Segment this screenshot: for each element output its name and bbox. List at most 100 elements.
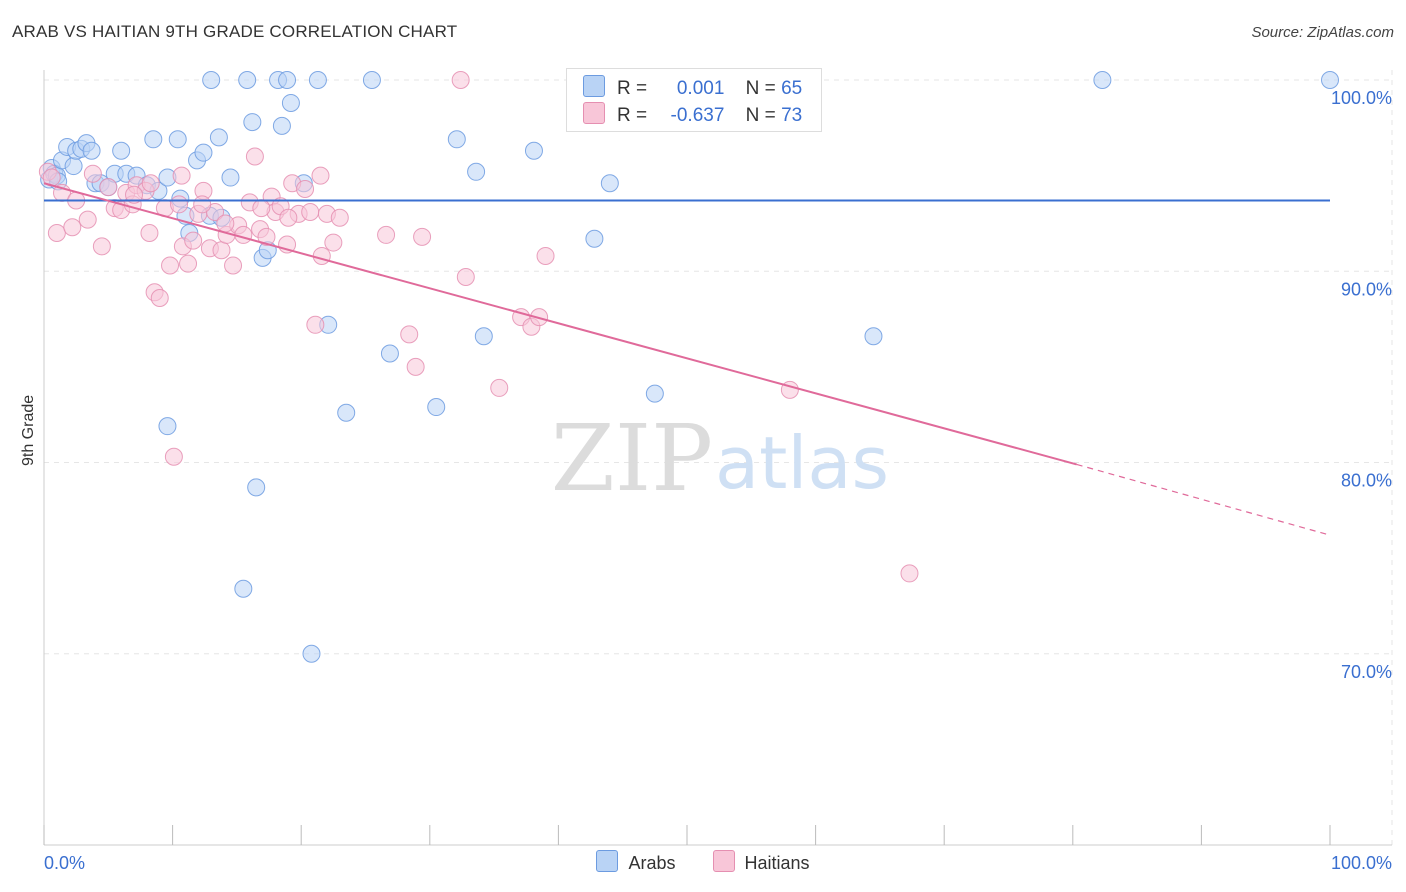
- data-point-arabs: [238, 71, 257, 89]
- data-point-arabs: [221, 168, 240, 187]
- data-point-haitians: [324, 233, 343, 252]
- gridlines: [44, 70, 1393, 845]
- data-point-arabs: [202, 71, 221, 89]
- legend-label-haitians: Haitians: [744, 853, 810, 873]
- n-label: N =: [745, 78, 776, 99]
- data-point-haitians: [296, 180, 315, 199]
- data-point-haitians: [413, 227, 432, 246]
- data-points: [38, 71, 1339, 663]
- data-point-haitians: [406, 357, 425, 376]
- data-point-haitians: [78, 210, 97, 229]
- watermark-atlas: atlas: [715, 421, 889, 505]
- data-point-arabs: [1321, 71, 1339, 89]
- r-label: R =: [617, 78, 648, 99]
- data-point-arabs: [158, 417, 177, 436]
- r-value: 0.001: [676, 78, 725, 99]
- watermark-zip: ZIP: [551, 405, 713, 512]
- data-point-haitians: [92, 237, 111, 256]
- trend-line-haitians: [43, 182, 1077, 466]
- x-tick-label: 100.0%: [1331, 853, 1392, 873]
- axes: [43, 70, 1392, 846]
- y-tick-label: 100.0%: [1331, 88, 1392, 108]
- stats-row-arabs: R = 0.001 N = 65: [583, 75, 802, 99]
- data-point-arabs: [194, 143, 213, 162]
- data-point-arabs: [380, 344, 399, 363]
- data-point-arabs: [144, 130, 163, 149]
- source-label: Source: ZipAtlas.com: [1251, 24, 1394, 41]
- r-value: -0.637: [670, 105, 725, 126]
- data-point-arabs: [302, 644, 321, 663]
- data-point-haitians: [400, 325, 419, 344]
- haitians-legend-swatch: [712, 850, 735, 872]
- data-point-arabs: [585, 229, 604, 248]
- data-point-arabs: [234, 579, 253, 598]
- data-point-arabs: [467, 162, 486, 181]
- x-tick-label: 0.0%: [44, 853, 85, 873]
- data-point-arabs: [247, 478, 266, 497]
- y-tick-label: 80.0%: [1341, 471, 1392, 491]
- data-point-haitians: [141, 174, 160, 193]
- series-legend: Arabs Haitians: [0, 850, 1406, 874]
- data-point-haitians: [164, 447, 183, 466]
- data-point-arabs: [272, 116, 291, 135]
- data-point-arabs: [278, 71, 297, 89]
- data-point-haitians: [161, 256, 180, 275]
- n-label: N =: [745, 105, 776, 126]
- data-point-haitians: [330, 208, 349, 227]
- stats-legend: R = 0.001 N = 65 R = -0.637 N = 73: [566, 68, 822, 132]
- data-point-haitians: [125, 185, 144, 204]
- data-point-haitians: [170, 195, 189, 214]
- data-point-haitians: [47, 224, 66, 242]
- trend-lines: [43, 182, 1331, 536]
- data-point-haitians: [193, 195, 212, 214]
- watermark: ZIP atlas: [551, 405, 889, 512]
- data-point-arabs: [281, 93, 300, 112]
- data-point-haitians: [83, 164, 102, 183]
- data-point-arabs: [474, 327, 493, 346]
- data-point-haitians: [179, 254, 198, 273]
- y-tick-label: 90.0%: [1341, 279, 1392, 299]
- data-point-haitians: [63, 218, 82, 237]
- data-point-arabs: [64, 157, 83, 176]
- data-point-haitians: [312, 246, 331, 265]
- haitians-swatch: [583, 102, 605, 124]
- data-point-arabs: [209, 128, 228, 147]
- data-point-haitians: [536, 246, 555, 265]
- data-point-haitians: [301, 202, 320, 221]
- data-point-haitians: [490, 378, 509, 397]
- data-point-haitians: [279, 208, 298, 227]
- legend-item-haitians[interactable]: Haitians: [712, 850, 810, 874]
- data-point-arabs: [645, 384, 664, 403]
- data-point-arabs: [82, 141, 101, 160]
- data-point-arabs: [337, 403, 356, 422]
- data-point-haitians: [245, 147, 264, 166]
- data-point-haitians: [900, 564, 919, 583]
- y-tick-label: 70.0%: [1341, 662, 1392, 682]
- data-point-haitians: [184, 231, 203, 250]
- data-point-haitians: [456, 267, 475, 286]
- data-point-haitians: [252, 199, 271, 218]
- data-point-arabs: [864, 327, 883, 346]
- data-point-haitians: [451, 71, 470, 89]
- legend-item-arabs[interactable]: Arabs: [596, 850, 675, 874]
- legend-label-arabs: Arabs: [628, 853, 676, 873]
- data-point-haitians: [311, 166, 330, 185]
- trend-line-extension-haitians: [1076, 463, 1331, 536]
- arabs-legend-swatch: [596, 850, 619, 872]
- data-point-haitians: [306, 315, 325, 334]
- stats-row-haitians: R = -0.637 N = 73: [583, 102, 802, 126]
- chart-title: ARAB VS HAITIAN 9TH GRADE CORRELATION CH…: [12, 22, 458, 41]
- data-point-haitians: [172, 166, 191, 185]
- data-point-arabs: [427, 398, 446, 417]
- data-point-haitians: [150, 289, 169, 308]
- data-point-haitians: [224, 256, 243, 275]
- data-point-haitians: [216, 214, 235, 233]
- n-value: 73: [781, 105, 803, 126]
- data-point-arabs: [600, 174, 619, 193]
- data-point-haitians: [140, 224, 159, 242]
- data-point-haitians: [99, 178, 118, 197]
- data-point-arabs: [1093, 71, 1112, 89]
- data-point-haitians: [257, 227, 276, 246]
- tick-labels: 70.0% 80.0% 90.0% 100.0% 0.0% 100.0%: [44, 88, 1392, 873]
